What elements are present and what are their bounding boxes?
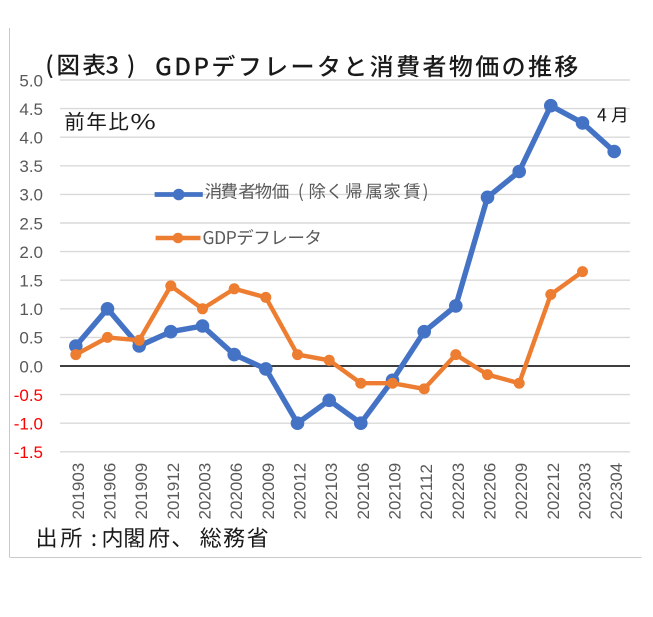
svg-text:202106: 202106 xyxy=(354,463,373,520)
svg-text:202112: 202112 xyxy=(417,464,436,519)
svg-text:201906: 201906 xyxy=(101,463,120,520)
svg-text:202009: 202009 xyxy=(259,463,278,520)
svg-text:202209: 202209 xyxy=(512,463,531,520)
svg-text:201912: 201912 xyxy=(164,463,183,520)
svg-text:202006: 202006 xyxy=(227,463,246,520)
svg-text:202103: 202103 xyxy=(322,463,341,520)
svg-text:4.5: 4.5 xyxy=(19,100,43,119)
svg-text:4.0: 4.0 xyxy=(19,129,43,148)
svg-text:201903: 201903 xyxy=(69,463,88,520)
svg-text:202303: 202303 xyxy=(576,463,595,520)
svg-text:202109: 202109 xyxy=(386,463,405,520)
svg-text:1.0: 1.0 xyxy=(19,300,43,319)
svg-text:202012: 202012 xyxy=(291,463,310,520)
svg-text:2.0: 2.0 xyxy=(19,243,43,262)
svg-text:5.0: 5.0 xyxy=(19,71,43,90)
svg-text:3.0: 3.0 xyxy=(19,186,43,205)
svg-text:202206: 202206 xyxy=(481,463,500,520)
svg-text:202003: 202003 xyxy=(196,463,215,520)
svg-text:0.5: 0.5 xyxy=(19,329,43,348)
svg-text:202212: 202212 xyxy=(544,463,563,520)
svg-text:202203: 202203 xyxy=(449,463,468,520)
svg-text:2.5: 2.5 xyxy=(19,214,43,233)
svg-text:1.5: 1.5 xyxy=(19,272,43,291)
svg-text:3.5: 3.5 xyxy=(19,157,43,176)
svg-text:-0.5: -0.5 xyxy=(14,386,43,405)
svg-text:201909: 201909 xyxy=(132,463,151,520)
svg-text:-1.5: -1.5 xyxy=(14,443,43,462)
svg-text:202304: 202304 xyxy=(607,463,626,520)
svg-text:0.0: 0.0 xyxy=(19,357,43,376)
svg-text:-1.0: -1.0 xyxy=(14,415,43,434)
